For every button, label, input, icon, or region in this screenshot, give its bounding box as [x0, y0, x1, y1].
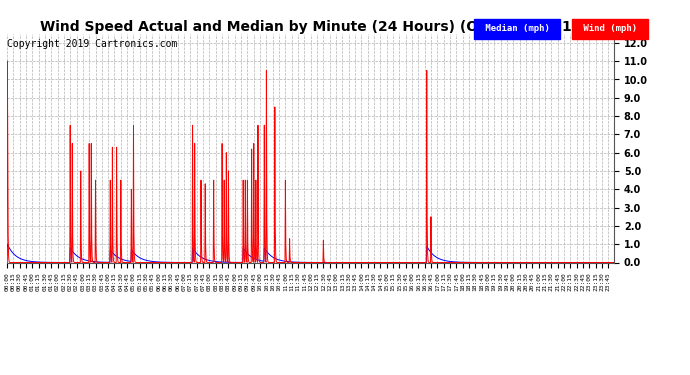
Text: Copyright 2019 Cartronics.com: Copyright 2019 Cartronics.com [7, 39, 177, 50]
Text: Wind (mph): Wind (mph) [578, 24, 642, 33]
Text: Median (mph): Median (mph) [480, 24, 555, 33]
Title: Wind Speed Actual and Median by Minute (24 Hours) (Old) 20190217: Wind Speed Actual and Median by Minute (… [40, 20, 581, 34]
